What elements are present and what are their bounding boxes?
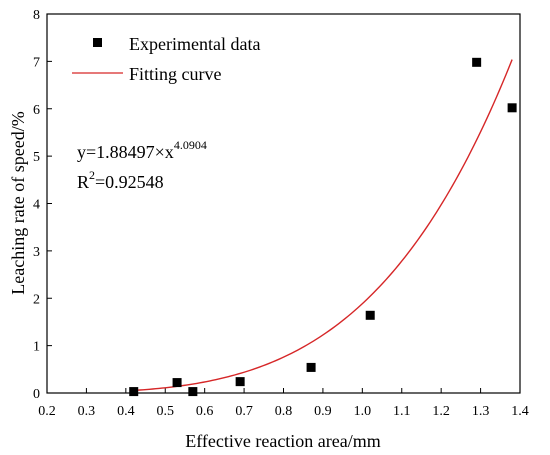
equation-base: y=1.88497×x — [77, 142, 174, 162]
plot-frame — [46, 13, 521, 394]
legend-label-fitting: Fitting curve — [129, 64, 222, 84]
r2-prefix: R — [77, 172, 89, 192]
x-axis-title: Effective reaction area/mm — [185, 431, 381, 451]
y-tick-label: 0 — [33, 387, 40, 402]
y-tick-label: 2 — [33, 292, 40, 307]
x-tick-label: 0.7 — [235, 404, 253, 419]
data-point — [365, 310, 375, 320]
legend-label-experimental: Experimental data — [129, 34, 260, 54]
x-tick-label: 1.4 — [511, 404, 529, 419]
r-squared-text: R2=0.92548 — [77, 168, 164, 192]
data-point — [507, 103, 517, 113]
data-point — [306, 362, 316, 372]
x-tick-label: 0.5 — [157, 404, 175, 419]
data-point — [172, 378, 182, 388]
data-point — [129, 387, 139, 397]
fit-annotation: y=1.88497×x4.0904 R2=0.92548 — [77, 138, 207, 192]
legend: Experimental data Fitting curve — [72, 34, 260, 84]
data-point — [235, 377, 245, 387]
y-tick-label: 4 — [33, 198, 40, 213]
y-tick-label: 3 — [33, 245, 40, 260]
fitting-curve — [133, 59, 513, 392]
x-tick-label: 1.0 — [354, 404, 372, 419]
x-tick-label: 0.8 — [275, 404, 293, 419]
r2-value: =0.92548 — [95, 172, 164, 192]
equation-text: y=1.88497×x4.0904 — [77, 138, 207, 162]
y-axis-title: Leaching rate of speed/% — [8, 111, 28, 294]
equation-exponent: 4.0904 — [174, 138, 207, 152]
x-tick-label: 0.3 — [78, 404, 96, 419]
y-tick-label: 7 — [33, 55, 40, 70]
x-tick-label: 0.4 — [117, 404, 135, 419]
x-tick-label: 0.6 — [196, 404, 214, 419]
y-tick-label: 6 — [33, 103, 40, 118]
x-tick-label: 1.3 — [472, 404, 490, 419]
x-tick-label: 1.1 — [393, 404, 411, 419]
x-tick-label: 0.2 — [38, 404, 56, 419]
curve-layer — [133, 59, 513, 392]
legend-marker-experimental — [93, 38, 102, 47]
data-point — [188, 387, 198, 397]
ticks-layer: 0.2 0.3 0.4 0.5 0.6 0.7 0.8 0.9 1.0 1.1 1.2 1.3 1.4 0… — [33, 8, 529, 419]
data-point — [472, 57, 482, 67]
r2-exponent: 2 — [89, 168, 95, 182]
y-tick-label: 8 — [33, 8, 40, 23]
points-layer — [129, 57, 517, 397]
x-tick-label: 0.9 — [314, 404, 332, 419]
x-tick-label: 1.2 — [432, 404, 450, 419]
y-tick-label: 1 — [33, 340, 40, 355]
y-tick-label: 5 — [33, 150, 40, 165]
